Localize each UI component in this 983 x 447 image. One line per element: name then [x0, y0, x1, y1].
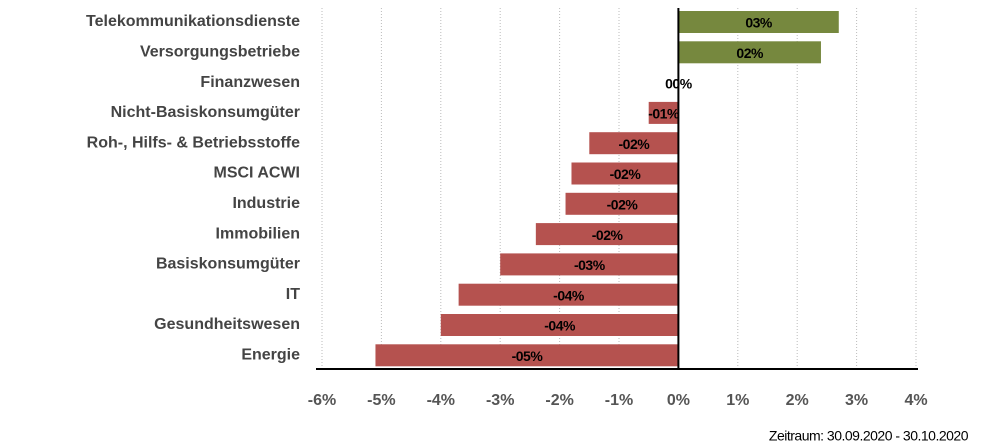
- category-label: MSCI ACWI: [213, 165, 300, 182]
- category-label: Roh-, Hilfs- & Betriebsstoffe: [87, 134, 300, 151]
- value-label: -05%: [512, 348, 544, 364]
- x-tick-label: -3%: [486, 392, 514, 409]
- value-label: -04%: [544, 318, 576, 334]
- value-label: -03%: [574, 257, 606, 273]
- bar: [375, 344, 679, 367]
- value-label: 02%: [736, 45, 764, 61]
- x-tick-label: 0%: [667, 392, 690, 409]
- category-label: Basiskonsumgüter: [156, 256, 300, 273]
- x-tick-label: -2%: [545, 392, 573, 409]
- category-label: IT: [286, 286, 300, 303]
- value-label: -02%: [592, 227, 624, 243]
- x-tick-label: -5%: [367, 392, 395, 409]
- x-tick-label: 2%: [786, 392, 809, 409]
- category-label: Energie: [241, 347, 300, 364]
- x-tick-label: 3%: [845, 392, 868, 409]
- category-label: Telekommunikationsdienste: [86, 13, 300, 30]
- category-label: Finanzwesen: [200, 74, 300, 91]
- bar: [535, 223, 679, 246]
- bar: [571, 162, 679, 185]
- bar: [678, 11, 839, 33]
- x-tick-label: 1%: [726, 392, 749, 409]
- value-label: -01%: [648, 106, 680, 122]
- category-label: Immobilien: [216, 225, 300, 242]
- category-label: Versorgungsbetriebe: [140, 44, 300, 61]
- category-label: Nicht-Basiskonsumgüter: [111, 104, 300, 121]
- bar: [589, 132, 679, 155]
- bar: [440, 314, 679, 336]
- bar: [565, 192, 679, 215]
- bar: [678, 41, 821, 64]
- value-label: -02%: [619, 136, 651, 152]
- category-label: Industrie: [232, 195, 300, 212]
- x-tick-label: -6%: [308, 392, 336, 409]
- category-label: Gesundheitswesen: [154, 316, 300, 333]
- x-tick-label: -1%: [605, 392, 633, 409]
- value-label: -02%: [610, 166, 642, 182]
- value-label: -02%: [607, 197, 639, 213]
- bar: [648, 101, 679, 124]
- period-note: Zeitraum: 30.09.2020 - 30.10.2020: [769, 428, 969, 444]
- bar: [458, 283, 679, 306]
- value-label: -04%: [553, 287, 585, 303]
- x-tick-label: 4%: [904, 392, 927, 409]
- x-tick-label: -4%: [427, 392, 455, 409]
- bar: [500, 253, 679, 276]
- value-label: 03%: [745, 15, 773, 31]
